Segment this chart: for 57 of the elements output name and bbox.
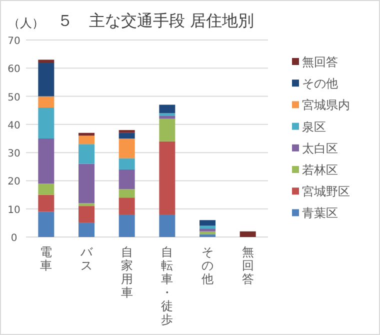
bar — [78, 164, 94, 204]
x-tick-label: 電車 — [40, 245, 52, 272]
bar — [38, 60, 54, 63]
legend-label: 青葉区 — [302, 206, 338, 220]
bar — [38, 194, 54, 212]
bar — [118, 189, 135, 198]
bar — [78, 222, 94, 237]
legend-label: 無回答 — [302, 55, 338, 69]
bar — [159, 141, 176, 214]
y-tick-label: 30 — [8, 148, 20, 160]
y-tick-label: 60 — [8, 64, 20, 76]
bar — [200, 226, 216, 229]
y-tick-label: 40 — [8, 120, 20, 132]
bar — [159, 118, 176, 142]
bar — [200, 220, 216, 226]
bar — [38, 212, 54, 237]
legend-label: その他 — [302, 76, 338, 91]
bar — [159, 104, 176, 114]
y-tick-label: 70 — [8, 36, 20, 47]
chart-title: ５ 主な交通手段 居住地別 — [57, 11, 254, 30]
x-tick-label: 自転車・徒歩 — [161, 245, 174, 326]
bar — [159, 214, 176, 237]
y-tick-label: 0 — [10, 233, 18, 244]
bar — [118, 138, 135, 158]
legend-label: 宮城野区 — [302, 184, 350, 199]
bar — [118, 158, 135, 170]
bar — [240, 231, 256, 237]
y-tick-label: 20 — [8, 176, 20, 188]
bar — [38, 138, 54, 184]
bar — [38, 108, 54, 138]
bar — [200, 228, 216, 232]
bar — [78, 136, 94, 144]
legend-label: 若林区 — [302, 163, 338, 177]
bar — [118, 214, 135, 237]
legend-label: 泉区 — [302, 120, 326, 134]
bar — [78, 203, 94, 206]
legend-label: 宮城県内 — [302, 98, 350, 112]
bar — [38, 184, 54, 195]
bar — [118, 132, 135, 138]
bar — [159, 113, 176, 116]
bar — [38, 62, 54, 96]
bar — [118, 169, 135, 190]
bar — [159, 116, 176, 119]
y-axis-title: （人） — [8, 16, 44, 30]
legend-label: 太白区 — [302, 141, 338, 156]
y-tick-label: 50 — [8, 92, 20, 104]
y-tick-label: 10 — [8, 204, 20, 216]
bar — [78, 206, 94, 223]
x-tick-label: 自家用車 — [120, 245, 133, 300]
x-tick-label: その他 — [202, 245, 214, 286]
x-tick-label: バス — [80, 245, 94, 272]
bar — [118, 130, 135, 133]
x-tick-label: 無回答 — [242, 245, 254, 286]
bar — [78, 144, 94, 164]
bar — [200, 234, 216, 237]
bar — [118, 198, 135, 214]
bar — [38, 96, 54, 108]
